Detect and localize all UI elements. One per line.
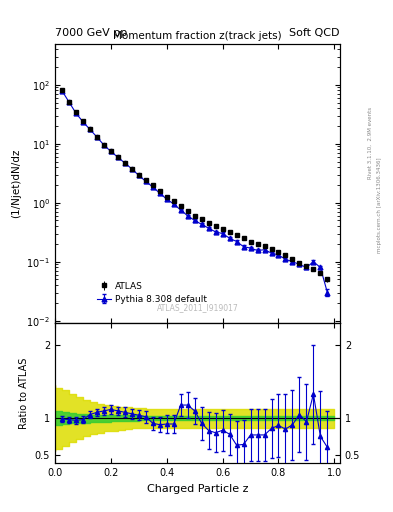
- Title: Momentum fraction z(track jets): Momentum fraction z(track jets): [113, 31, 282, 41]
- Text: Rivet 3.1.10,  2.9M events: Rivet 3.1.10, 2.9M events: [367, 108, 373, 179]
- Text: Soft QCD: Soft QCD: [290, 28, 340, 38]
- Y-axis label: Ratio to ATLAS: Ratio to ATLAS: [19, 358, 29, 429]
- X-axis label: Charged Particle z: Charged Particle z: [147, 484, 248, 494]
- Text: 7000 GeV pp: 7000 GeV pp: [55, 28, 127, 38]
- Y-axis label: (1/Njet)dN/dz: (1/Njet)dN/dz: [11, 149, 21, 218]
- Legend: ATLAS, Pythia 8.308 default: ATLAS, Pythia 8.308 default: [94, 278, 211, 308]
- Text: ATLAS_2011_I919017: ATLAS_2011_I919017: [156, 303, 239, 312]
- Text: mcplots.cern.ch [arXiv:1306.3436]: mcplots.cern.ch [arXiv:1306.3436]: [377, 157, 382, 252]
